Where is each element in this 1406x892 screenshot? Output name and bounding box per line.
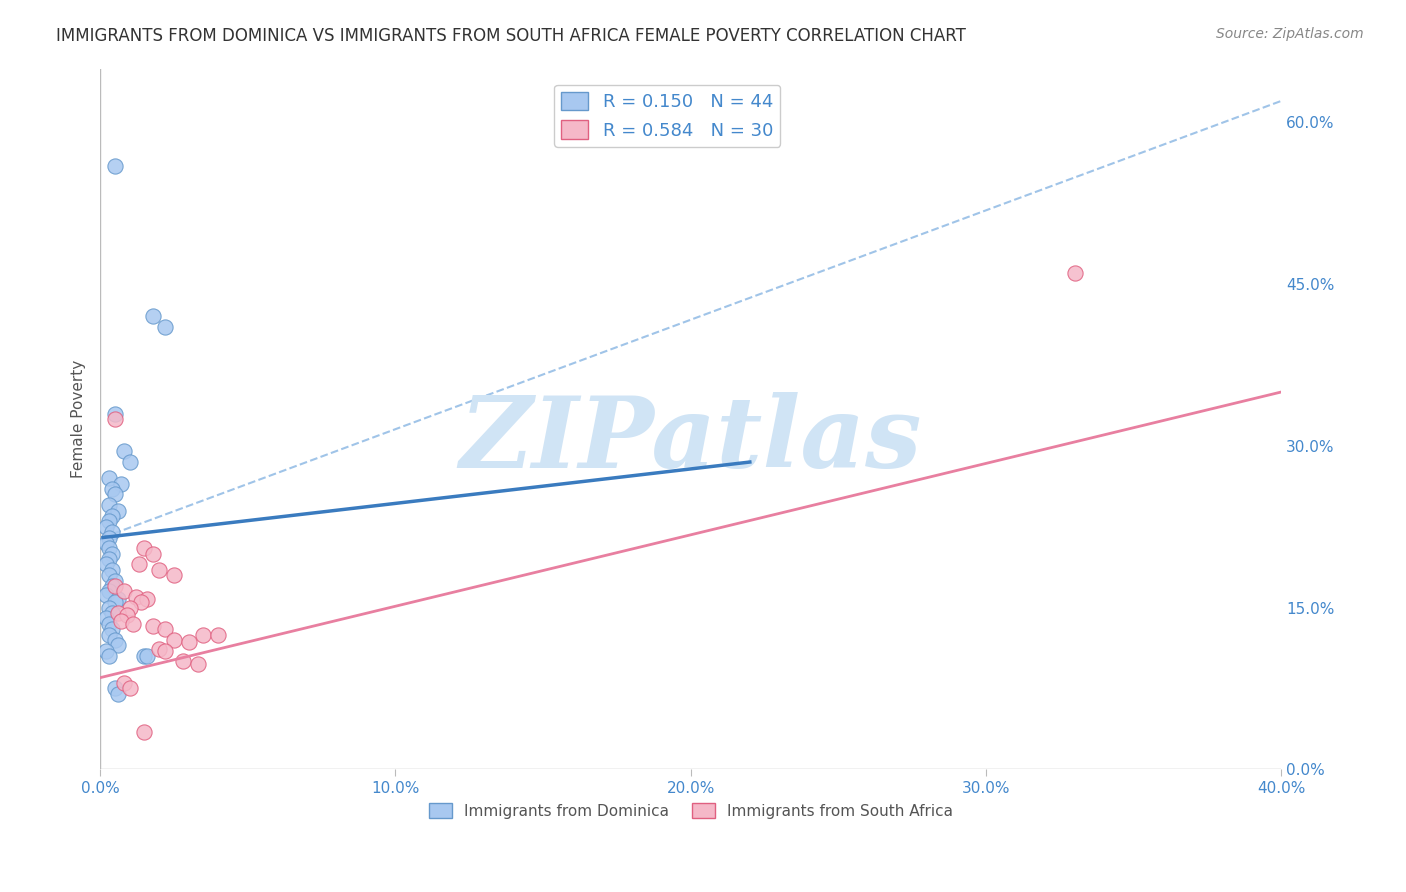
Point	[101, 563, 124, 577]
Point	[101, 579, 124, 593]
Point	[104, 159, 127, 173]
Point	[107, 503, 129, 517]
Point	[98, 600, 121, 615]
Point	[98, 584, 121, 599]
Y-axis label: Female Poverty: Female Poverty	[72, 359, 86, 478]
Point	[148, 563, 170, 577]
Point	[101, 547, 124, 561]
Point	[142, 547, 165, 561]
Point	[121, 616, 143, 631]
Point	[124, 590, 146, 604]
Point	[101, 482, 124, 496]
Point	[104, 579, 127, 593]
Point	[136, 649, 159, 664]
Text: ZIPatlas: ZIPatlas	[460, 392, 922, 488]
Point	[94, 588, 117, 602]
Point	[98, 498, 121, 512]
Point	[104, 412, 127, 426]
Point	[153, 643, 176, 657]
Point	[134, 724, 156, 739]
Point	[107, 638, 129, 652]
Point	[110, 476, 132, 491]
Point	[94, 558, 117, 572]
Point	[118, 600, 141, 615]
Point	[101, 622, 124, 636]
Point	[172, 655, 194, 669]
Point	[118, 681, 141, 696]
Point	[131, 595, 153, 609]
Point	[94, 536, 117, 550]
Point	[104, 407, 127, 421]
Point	[98, 616, 121, 631]
Point	[1063, 266, 1085, 280]
Point	[148, 641, 170, 656]
Point	[136, 591, 159, 606]
Point	[104, 595, 127, 609]
Point	[104, 681, 127, 696]
Point	[193, 627, 215, 641]
Point	[98, 471, 121, 485]
Point	[98, 627, 121, 641]
Point	[94, 643, 117, 657]
Point	[115, 608, 138, 623]
Point	[98, 568, 121, 582]
Point	[104, 487, 127, 501]
Point	[94, 519, 117, 533]
Point	[207, 627, 229, 641]
Point	[128, 558, 150, 572]
Point	[163, 632, 186, 647]
Point	[177, 635, 200, 649]
Point	[104, 632, 127, 647]
Text: IMMIGRANTS FROM DOMINICA VS IMMIGRANTS FROM SOUTH AFRICA FEMALE POVERTY CORRELAT: IMMIGRANTS FROM DOMINICA VS IMMIGRANTS F…	[56, 27, 966, 45]
Point	[101, 525, 124, 540]
Point	[187, 657, 209, 671]
Point	[134, 649, 156, 664]
Point	[107, 687, 129, 701]
Point	[112, 584, 135, 599]
Point	[104, 574, 127, 588]
Point	[112, 676, 135, 690]
Point	[98, 649, 121, 664]
Point	[98, 531, 121, 545]
Point	[153, 320, 176, 334]
Point	[101, 508, 124, 523]
Point	[153, 622, 176, 636]
Point	[98, 514, 121, 528]
Point	[98, 552, 121, 566]
Point	[107, 606, 129, 620]
Point	[98, 541, 121, 556]
Point	[112, 444, 135, 458]
Point	[107, 591, 129, 606]
Point	[101, 606, 124, 620]
Point	[142, 619, 165, 633]
Point	[110, 614, 132, 628]
Point	[134, 541, 156, 556]
Legend: Immigrants from Dominica, Immigrants from South Africa: Immigrants from Dominica, Immigrants fro…	[423, 797, 959, 825]
Point	[118, 455, 141, 469]
Point	[163, 568, 186, 582]
Point	[142, 310, 165, 324]
Text: Source: ZipAtlas.com: Source: ZipAtlas.com	[1216, 27, 1364, 41]
Point	[94, 611, 117, 625]
